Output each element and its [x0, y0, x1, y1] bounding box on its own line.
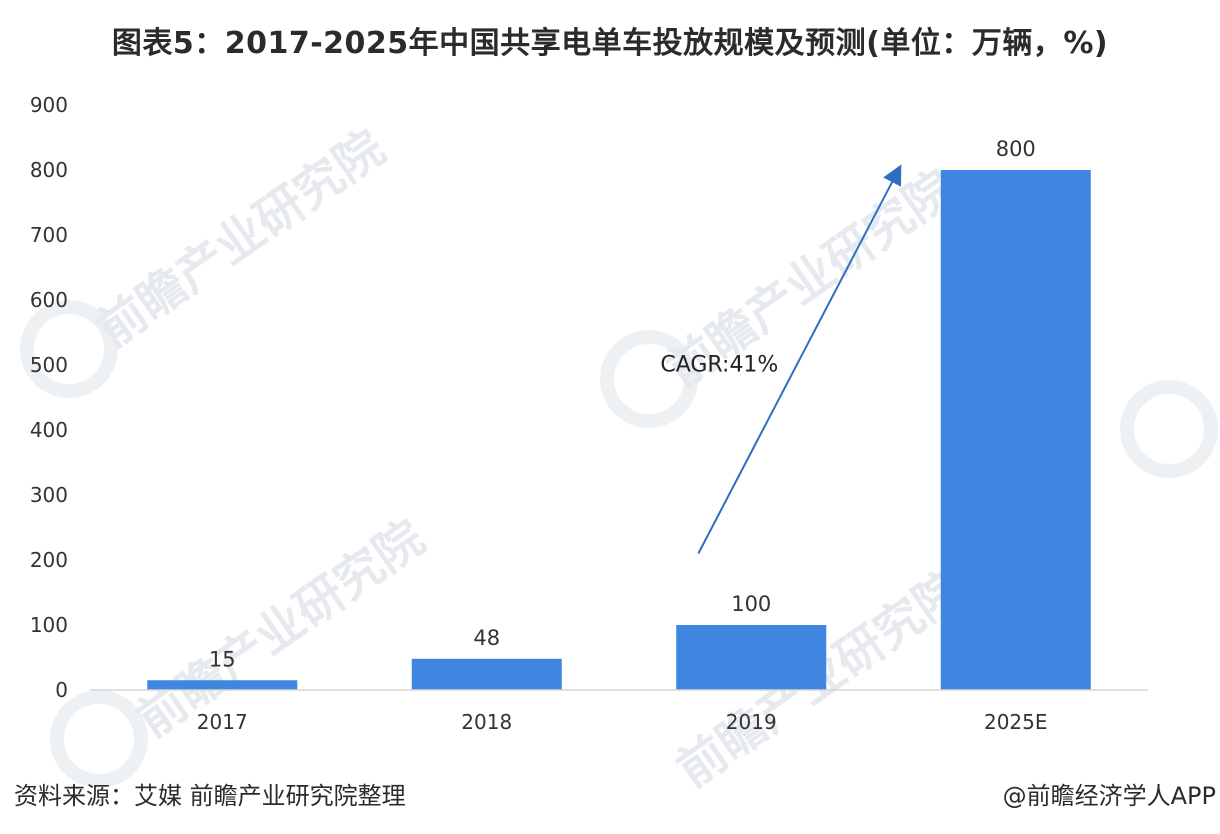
data-label: 100 — [731, 592, 771, 616]
y-tick-label: 600 — [30, 288, 68, 312]
y-tick-label: 400 — [30, 418, 68, 442]
y-tick-label: 700 — [30, 223, 68, 247]
x-tick-label: 2017 — [197, 710, 248, 734]
source-note: 资料来源：艾媒 前瞻产业研究院整理 — [14, 782, 406, 810]
y-tick-label: 300 — [30, 483, 68, 507]
data-label: 15 — [209, 647, 236, 671]
y-tick-label: 500 — [30, 353, 68, 377]
y-axis: 0 100 200 300 400 500 600 700 800 900 — [30, 93, 68, 702]
y-tick-label: 200 — [30, 548, 68, 572]
y-tick-label: 0 — [55, 678, 68, 702]
bar — [147, 680, 298, 690]
x-tick-label: 2018 — [461, 710, 512, 734]
y-tick-label: 100 — [30, 613, 68, 637]
x-tick-label: 2025E — [984, 710, 1048, 734]
data-label: 48 — [473, 626, 500, 650]
cagr-label: CAGR:41% — [660, 353, 778, 378]
credit-note: @前瞻经济学人APP — [1002, 782, 1216, 810]
chart-title: 图表5：2017-2025年中国共享电单车投放规模及预测(单位：万辆，%) — [111, 26, 1109, 61]
bars: 15 48 100 800 — [147, 137, 1091, 690]
bar — [940, 170, 1091, 690]
cagr-annotation: CAGR:41% — [660, 164, 902, 554]
bar — [411, 658, 562, 690]
bar — [676, 625, 827, 690]
cagr-arrow — [697, 164, 902, 554]
y-tick-label: 900 — [30, 93, 68, 117]
data-label: 800 — [996, 137, 1036, 161]
x-tick-label: 2019 — [726, 710, 777, 734]
x-axis: 2017 2018 2019 2025E — [90, 689, 1148, 734]
y-tick-label: 800 — [30, 158, 68, 182]
